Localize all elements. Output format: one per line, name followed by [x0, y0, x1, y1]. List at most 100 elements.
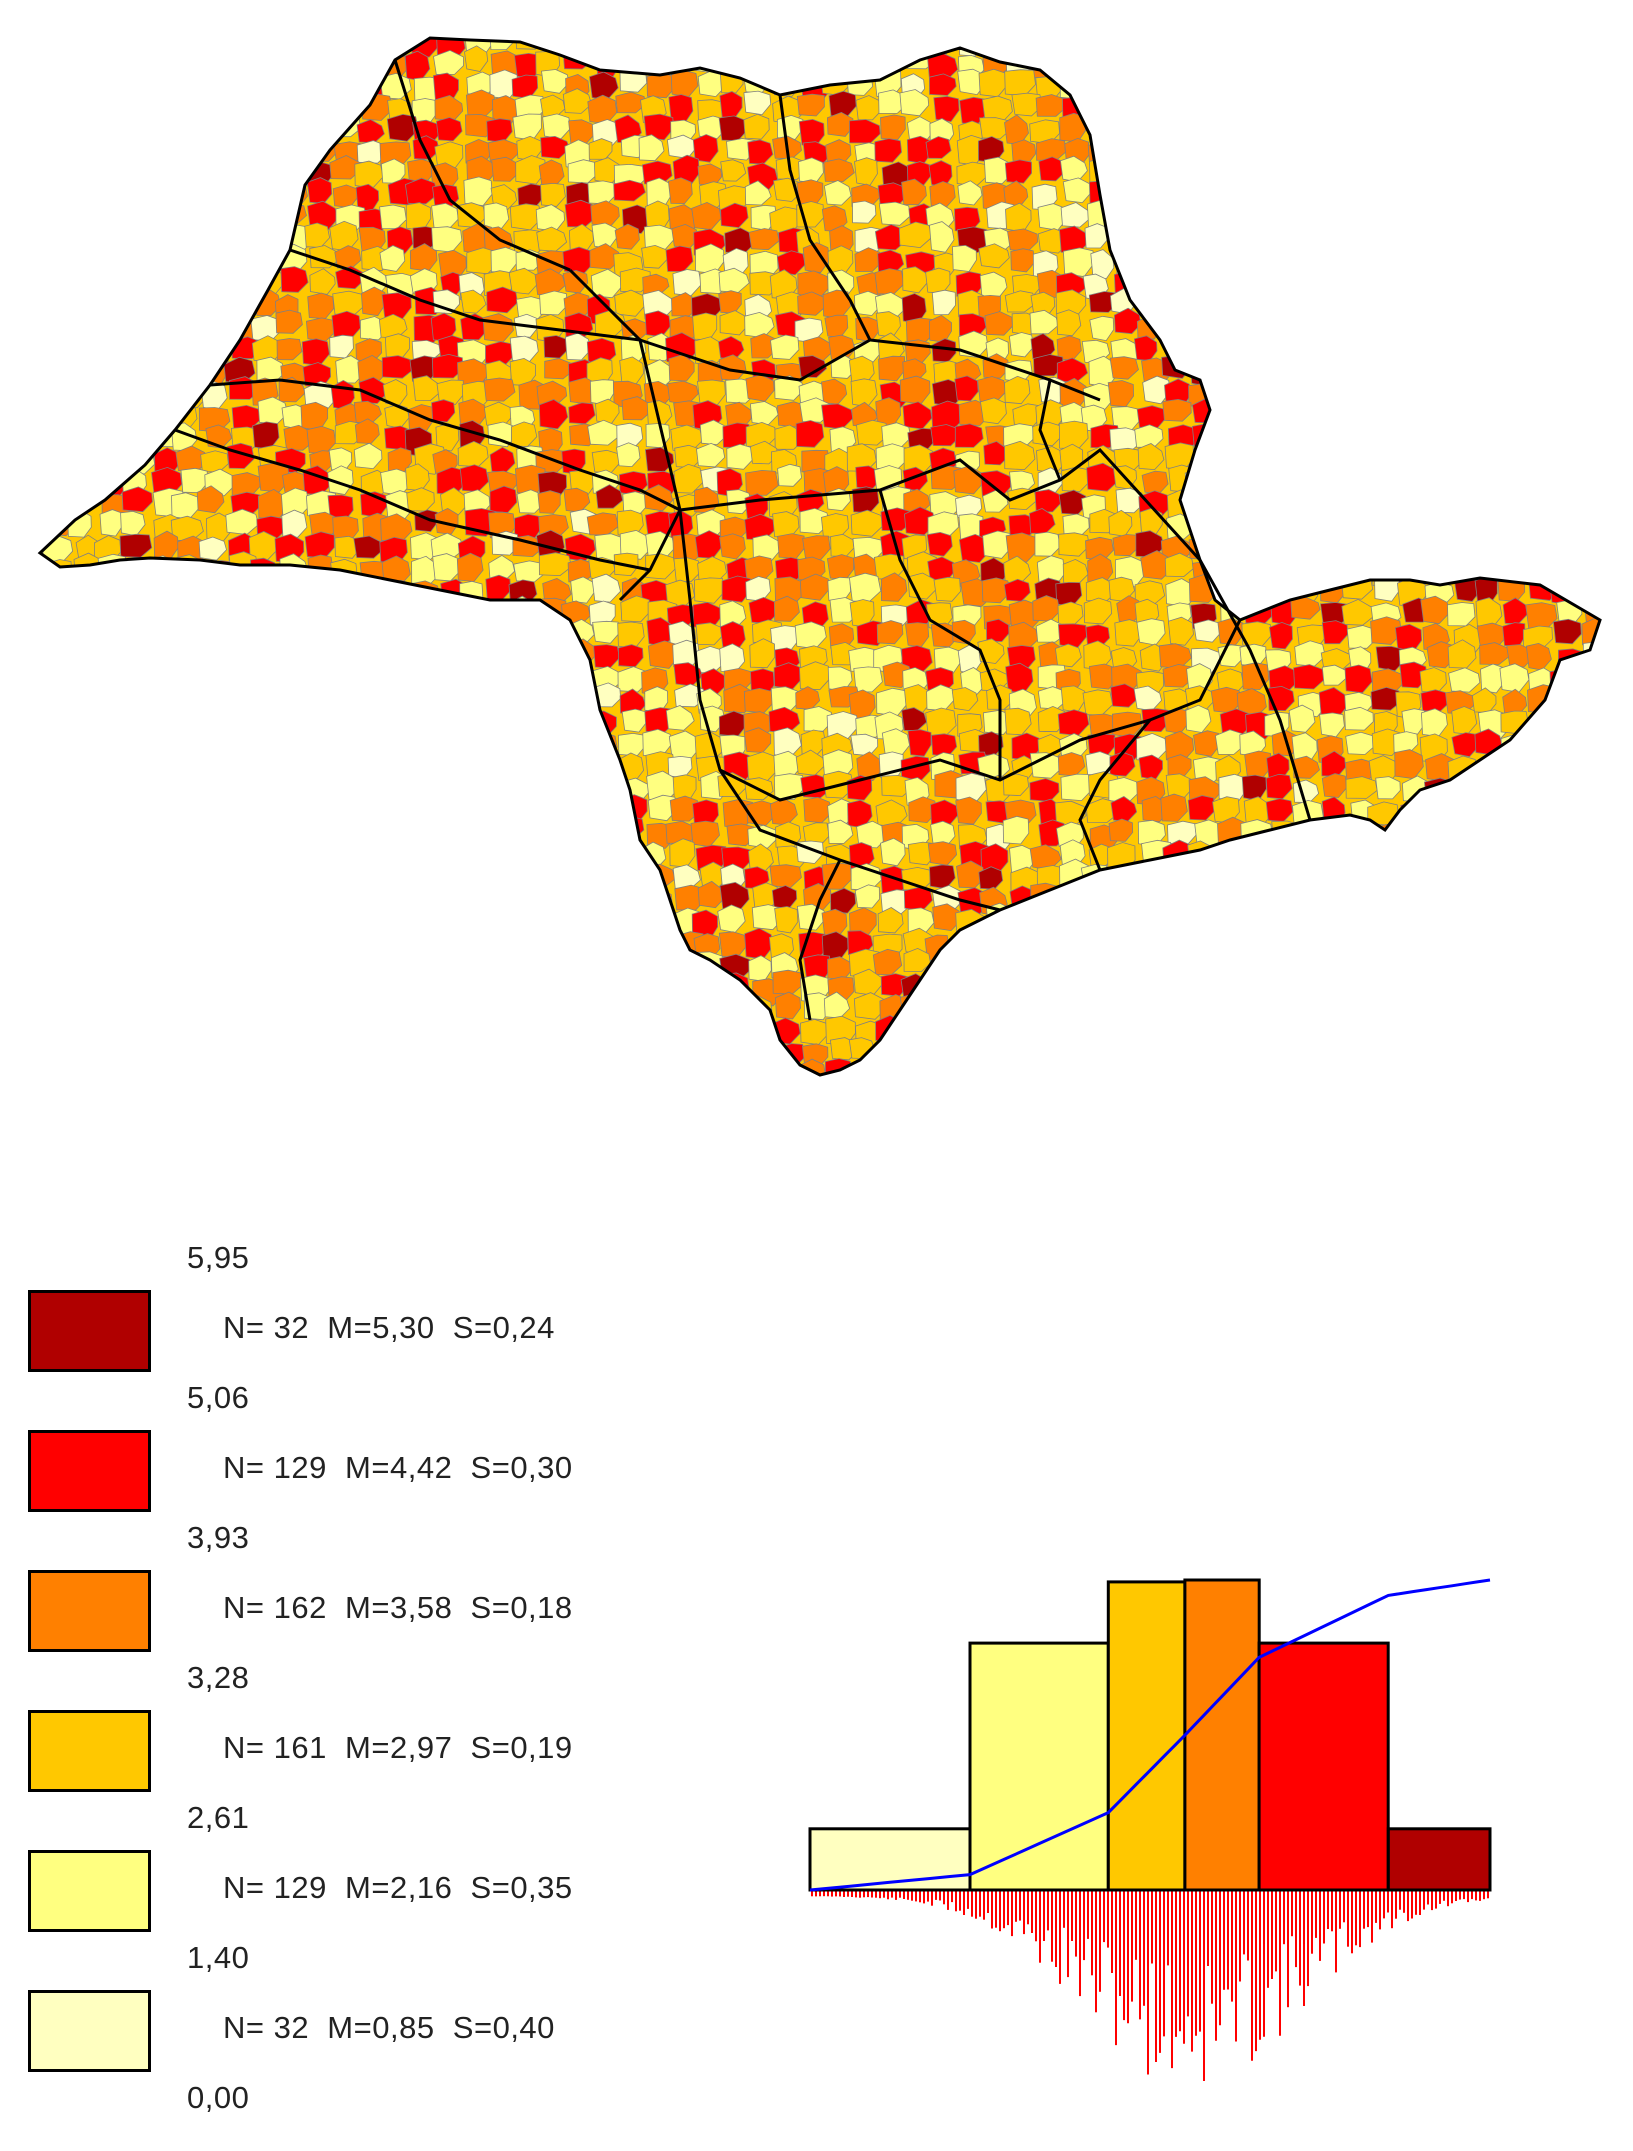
- municipality-cell: [718, 267, 750, 293]
- municipality-cell: [145, 38, 173, 52]
- municipality-cell: [1323, 1056, 1351, 1075]
- municipality-cell: [1245, 953, 1276, 982]
- municipality-cell: [68, 140, 100, 166]
- municipality-cell: [492, 684, 523, 715]
- municipality-cell: [1136, 954, 1165, 986]
- municipality-cell: [308, 823, 336, 848]
- municipality-cell: [465, 772, 491, 801]
- municipality-cell: [173, 199, 204, 226]
- municipality-cell: [593, 1035, 620, 1065]
- municipality-cell: [224, 114, 257, 141]
- municipality-cell: [381, 1082, 412, 1107]
- municipality-cell: [671, 38, 700, 57]
- municipality-cell: [1108, 818, 1134, 842]
- municipality-cell: [928, 1086, 955, 1115]
- municipality-cell: [1244, 510, 1278, 535]
- municipality-cell: [1580, 378, 1600, 404]
- histogram-chart: [790, 1560, 1510, 2120]
- municipality-cell: [1292, 1042, 1320, 1067]
- municipality-cell: [121, 1084, 152, 1108]
- municipality-cell: [1002, 815, 1030, 845]
- municipality-cell: [899, 1062, 929, 1075]
- municipality-cell: [1244, 50, 1277, 77]
- municipality-cell: [123, 558, 151, 584]
- municipality-cell: [1530, 927, 1561, 955]
- legend-break-label: 5,06: [187, 1380, 250, 1415]
- municipality-cell: [1496, 291, 1527, 318]
- municipality-cell: [796, 93, 825, 117]
- municipality-cell: [770, 334, 800, 360]
- municipality-cell: [561, 775, 587, 801]
- municipality-cell: [173, 818, 206, 841]
- municipality-cell: [641, 160, 673, 185]
- municipality-cell: [432, 886, 461, 911]
- municipality-cell: [40, 882, 46, 908]
- municipality-cell: [726, 1088, 752, 1115]
- municipality-cell: [127, 293, 152, 320]
- municipality-cell: [929, 181, 956, 208]
- municipality-cell: [100, 400, 131, 427]
- municipality-cell: [1366, 839, 1398, 867]
- municipality-cell: [1551, 931, 1584, 960]
- municipality-cell: [456, 1035, 491, 1063]
- municipality-cell: [308, 924, 338, 956]
- municipality-cell: [1141, 140, 1170, 170]
- municipality-cell: [537, 778, 562, 803]
- municipality-cell: [744, 180, 772, 206]
- municipality-cell: [492, 1044, 518, 1069]
- municipality-cell: [1084, 1083, 1109, 1109]
- municipality-cell: [151, 643, 185, 670]
- municipality-cell: [1575, 137, 1600, 167]
- municipality-cell: [1214, 864, 1245, 887]
- municipality-cell: [331, 911, 361, 942]
- municipality-cell: [45, 683, 75, 708]
- municipality-cell: [1212, 907, 1241, 935]
- municipality-cell: [153, 227, 180, 256]
- municipality-cell: [562, 269, 589, 294]
- municipality-cell: [1496, 38, 1528, 50]
- municipality-cell: [1472, 98, 1500, 123]
- municipality-cell: [1603, 999, 1631, 1025]
- municipality-cell: [1373, 447, 1403, 472]
- municipality-cell: [1187, 47, 1219, 75]
- municipality-cell: [725, 996, 756, 1026]
- municipality-cell: [76, 1060, 100, 1075]
- municipality-cell: [564, 712, 594, 740]
- municipality-cell: [933, 95, 960, 123]
- municipality-cell: [411, 973, 437, 1001]
- municipality-cell: [1163, 996, 1190, 1020]
- municipality-cell: [1083, 879, 1116, 905]
- municipality-cell: [1241, 447, 1268, 477]
- municipality-cell: [667, 380, 699, 406]
- municipality-cell: [281, 51, 316, 80]
- municipality-cell: [1211, 355, 1243, 384]
- municipality-cell: [1194, 450, 1222, 478]
- municipality-cell: [75, 445, 109, 473]
- municipality-cell: [1400, 245, 1432, 275]
- municipality-cell: [1318, 1015, 1352, 1045]
- municipality-cell: [280, 159, 309, 187]
- municipality-cell: [40, 264, 47, 295]
- municipality-cell: [40, 801, 49, 830]
- municipality-cell: [150, 775, 178, 799]
- municipality-cell: [1294, 271, 1322, 296]
- municipality-cell: [1114, 932, 1140, 958]
- municipality-cell: [249, 72, 280, 97]
- municipality-cell: [147, 157, 179, 185]
- municipality-cell: [175, 94, 208, 124]
- municipality-cell: [99, 93, 132, 118]
- municipality-cell: [1241, 865, 1270, 890]
- municipality-cell: [1579, 775, 1600, 800]
- municipality-cell: [385, 930, 419, 956]
- municipality-cell: [1164, 1082, 1193, 1107]
- municipality-cell: [1319, 1084, 1344, 1107]
- municipality-cell: [1394, 492, 1420, 520]
- municipality-cell: [1611, 224, 1633, 248]
- municipality-cell: [977, 975, 1005, 1001]
- municipality-cell: [1524, 953, 1557, 981]
- municipality-cell: [562, 687, 594, 717]
- municipality-cell: [306, 847, 338, 872]
- municipality-cell: [1217, 405, 1246, 434]
- municipality-cell: [329, 334, 354, 359]
- municipality-cell: [1186, 1057, 1217, 1075]
